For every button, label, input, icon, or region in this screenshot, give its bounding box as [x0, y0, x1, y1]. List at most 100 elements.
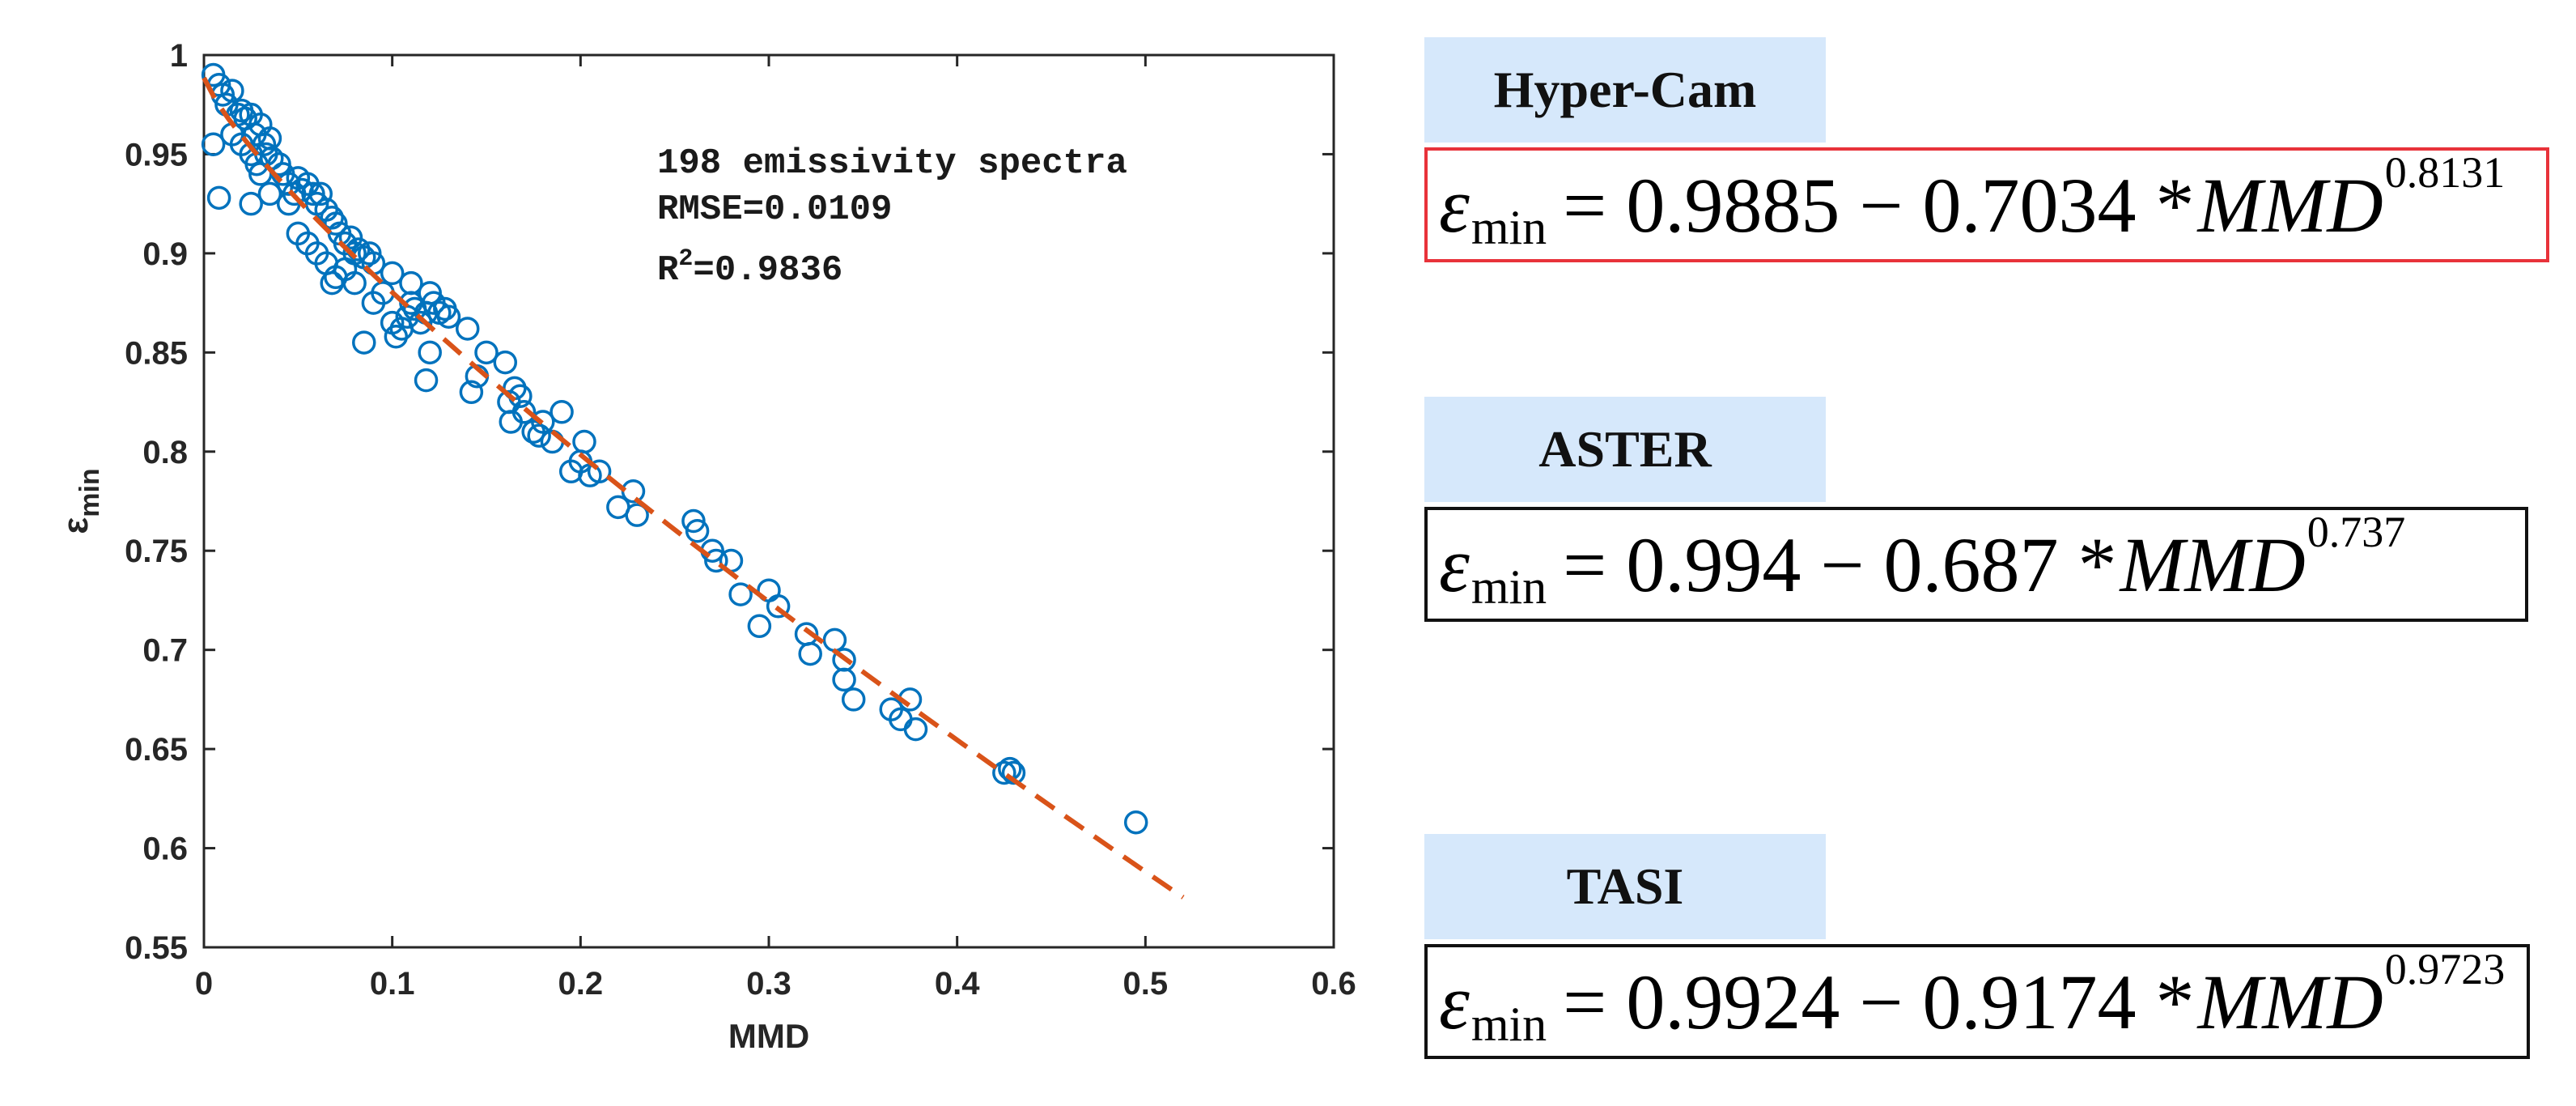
- equation-variable: MMD: [2197, 958, 2383, 1045]
- x-tick-label: 0.6: [1311, 966, 1356, 1002]
- data-point: [342, 270, 367, 296]
- data-point: [766, 594, 791, 619]
- data-point: [220, 79, 244, 103]
- equation-exponent: 0.737: [2307, 508, 2406, 556]
- data-point: [399, 270, 423, 296]
- data-point: [685, 518, 710, 543]
- data-point: [841, 687, 866, 712]
- x-axis: 0 0.1 0.2 0.3 0.4 0.5 0.6: [195, 55, 1356, 1002]
- data-point: [1123, 810, 1148, 835]
- data-point: [308, 181, 333, 206]
- data-point: [992, 760, 1016, 785]
- y-tick-label: 0.9: [142, 236, 188, 272]
- data-point: [201, 132, 226, 156]
- x-tick-label: 0: [195, 966, 213, 1002]
- y-tick-label: 0.7: [142, 633, 188, 669]
- fit-curve: [202, 76, 1185, 900]
- x-tick-label: 0.2: [558, 966, 604, 1002]
- data-point: [747, 614, 772, 639]
- x-tick-label: 0.5: [1123, 966, 1169, 1002]
- equation-symbol: ε: [1439, 521, 1470, 608]
- data-point: [531, 410, 555, 434]
- x-tick-label: 0.4: [935, 966, 980, 1002]
- equation-label-aster: ASTER: [1424, 397, 1826, 502]
- equation-box-hypercam: ε min = 0.9885 − 0.7034 * MMD 0.8131: [1424, 147, 2549, 262]
- data-point: [903, 717, 928, 742]
- equation-subscript: min: [1470, 200, 1547, 254]
- r2-label: R: [657, 250, 679, 291]
- equation-subscript: min: [1470, 997, 1547, 1051]
- annotation-r2: R2=0.9836: [657, 245, 842, 291]
- y-axis-label: εmin: [56, 468, 105, 534]
- equation-label-tasi: TASI: [1424, 834, 1826, 939]
- scatter-chart: 0 0.1 0.2 0.3 0.4 0.5 0.6 0.550.60.650.70.750.…: [56, 38, 1356, 1055]
- annotation-spectra: 198 emissivity spectra: [657, 143, 1127, 184]
- data-point: [414, 368, 439, 393]
- equation-symbol: ε: [1439, 958, 1470, 1045]
- y-tick-label: 0.6: [142, 832, 188, 867]
- equation-variable: MMD: [2120, 521, 2306, 608]
- data-point: [206, 185, 231, 211]
- data-point: [324, 211, 348, 236]
- data-point: [257, 181, 282, 206]
- data-point: [239, 191, 263, 216]
- data-point: [798, 641, 822, 666]
- equation-panel-hypercam: Hyper-Cam ε min = 0.9885 − 0.7034 * MMD 0.8…: [1424, 37, 2549, 262]
- x-tick-label: 0.1: [370, 966, 415, 1002]
- data-point: [418, 340, 442, 365]
- svg-text:εmin: εmin: [56, 468, 105, 534]
- x-tick-label: 0.3: [746, 966, 791, 1002]
- equation-exponent: 0.8131: [2384, 148, 2506, 197]
- data-point: [352, 330, 376, 355]
- annotation-rmse: RMSE=0.0109: [657, 189, 892, 230]
- data-points: [201, 62, 1148, 835]
- data-point: [550, 400, 574, 424]
- equation-rhs: = 0.9924 − 0.9174 *: [1563, 958, 2195, 1045]
- equation-symbol: ε: [1439, 161, 1470, 249]
- y-axis: 0.55 0.6 0.65 0.7 0.75 0.8 0.85 0.9 0.95 1: [125, 38, 1334, 966]
- data-point: [572, 429, 596, 454]
- equation-panel-aster: ASTER ε min = 0.994 − 0.687 * MMD 0.737: [1424, 397, 2528, 622]
- data-point: [320, 270, 344, 296]
- data-point: [625, 503, 649, 527]
- y-tick-label: 0.65: [125, 732, 188, 768]
- data-point: [301, 181, 325, 206]
- y-axis-label-subscript: min: [74, 468, 105, 517]
- data-point: [357, 241, 382, 266]
- r2-value: =0.9836: [693, 250, 842, 291]
- data-point: [511, 400, 537, 424]
- data-point: [681, 508, 706, 534]
- data-point: [704, 548, 728, 573]
- equation-box-tasi: ε min = 0.9924 − 0.9174 * MMD 0.9723: [1424, 944, 2530, 1059]
- equation-box-aster: ε min = 0.994 − 0.687 * MMD 0.737: [1424, 507, 2528, 622]
- y-tick-label: 0.8: [142, 435, 188, 470]
- data-point: [459, 380, 484, 405]
- equation-variable: MMD: [2197, 161, 2383, 249]
- data-point: [418, 281, 442, 305]
- equation-exponent: 0.9723: [2384, 945, 2506, 993]
- data-point: [267, 151, 291, 177]
- y-tick-label: 0.55: [125, 930, 188, 966]
- data-point: [380, 261, 405, 286]
- equation-rhs: = 0.994 − 0.687 *: [1563, 521, 2117, 608]
- equation-label-hypercam: Hyper-Cam: [1424, 37, 1826, 143]
- data-point: [436, 304, 461, 330]
- data-point: [455, 317, 480, 341]
- y-tick-label: 0.75: [125, 534, 188, 569]
- equation-rhs: = 0.9885 − 0.7034 *: [1563, 161, 2195, 249]
- data-point: [338, 225, 363, 250]
- y-tick-label: 1: [170, 38, 188, 74]
- data-point: [832, 667, 856, 692]
- y-tick-label: 0.85: [125, 335, 188, 371]
- data-point: [527, 423, 551, 448]
- data-point: [474, 340, 499, 365]
- y-axis-label-symbol: ε: [56, 517, 95, 534]
- r2-exponent: 2: [678, 245, 693, 273]
- equation-panel-tasi: TASI ε min = 0.9924 − 0.9174 * MMD 0.9723: [1424, 834, 2530, 1059]
- plot-area: [202, 53, 1335, 949]
- x-axis-label: MMD: [728, 1017, 809, 1055]
- data-point: [493, 350, 518, 375]
- data-point: [587, 459, 612, 484]
- y-tick-label: 0.95: [125, 137, 188, 172]
- data-point: [728, 582, 753, 606]
